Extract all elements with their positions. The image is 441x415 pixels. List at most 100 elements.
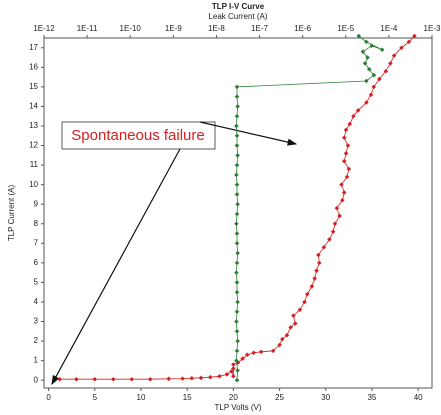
data-point xyxy=(368,92,374,97)
data-point xyxy=(312,276,317,281)
y-tick-label: 9 xyxy=(34,199,39,208)
data-point xyxy=(234,348,240,354)
data-point xyxy=(305,291,310,297)
y-tick-label: 10 xyxy=(29,180,38,189)
data-point xyxy=(231,362,236,367)
y-tick-label: 3 xyxy=(34,317,39,326)
data-point xyxy=(92,376,98,382)
data-point xyxy=(234,133,240,139)
data-point xyxy=(234,172,239,178)
data-point xyxy=(235,368,240,373)
x-tick-label: 10 xyxy=(137,393,146,402)
data-point xyxy=(388,61,393,66)
data-point xyxy=(251,350,256,356)
data-point xyxy=(234,309,240,315)
y-axis-label: TLP Current (A) xyxy=(7,185,16,242)
data-point xyxy=(235,201,240,207)
x-tick-label: 30 xyxy=(321,393,330,402)
data-point xyxy=(111,376,116,382)
y-tick-label: 12 xyxy=(29,141,38,150)
y-tick-label: 6 xyxy=(34,258,39,267)
data-point xyxy=(234,182,240,187)
y-tick-label: 0 xyxy=(34,375,39,384)
data-point xyxy=(369,43,374,49)
data-point xyxy=(291,313,296,318)
data-point xyxy=(258,349,264,355)
data-point xyxy=(234,270,239,275)
annotation-arrow xyxy=(51,148,181,386)
data-point xyxy=(234,358,239,363)
y-tick-label: 13 xyxy=(29,121,38,130)
x2-tick-label: 1E-9 xyxy=(165,24,182,33)
y-tick-label: 17 xyxy=(29,43,38,52)
x2-tick-label: 1E-12 xyxy=(33,24,55,33)
y-tick-label: 11 xyxy=(30,160,39,169)
data-point xyxy=(234,289,240,295)
data-point xyxy=(235,104,240,109)
data-point xyxy=(379,47,385,52)
x2-tick-label: 1E-5 xyxy=(337,24,354,33)
data-point xyxy=(129,376,135,382)
y-tick-label: 14 xyxy=(29,102,38,111)
data-point xyxy=(235,338,240,344)
data-point xyxy=(147,376,153,382)
y-tick-label: 2 xyxy=(34,336,39,345)
data-point xyxy=(234,94,240,99)
x2-axis-label: Leak Current (A) xyxy=(208,12,267,21)
data-point xyxy=(345,143,351,148)
x-tick-label: 15 xyxy=(183,393,192,402)
data-point xyxy=(57,376,62,382)
data-point xyxy=(270,348,276,354)
y-tick-label: 8 xyxy=(34,219,39,228)
data-point xyxy=(234,231,240,236)
data-point xyxy=(234,280,240,285)
data-point xyxy=(180,376,185,381)
data-point xyxy=(235,153,240,158)
y-tick-label: 7 xyxy=(34,238,39,247)
data-point xyxy=(234,319,239,324)
y-tick-label: 1 xyxy=(34,356,39,365)
x2-tick-label: 1E-4 xyxy=(380,24,397,33)
data-point xyxy=(316,252,321,258)
data-point xyxy=(321,244,327,250)
data-point xyxy=(330,229,336,234)
y-tick-label: 4 xyxy=(34,297,39,306)
data-point xyxy=(288,325,293,330)
data-point xyxy=(302,299,307,305)
data-point xyxy=(343,151,349,156)
data-point xyxy=(234,260,240,266)
x2-tick-label: 1E-10 xyxy=(120,24,142,33)
data-point xyxy=(332,221,338,227)
data-point xyxy=(234,143,240,148)
data-point xyxy=(234,84,240,90)
data-point xyxy=(317,260,322,266)
data-point xyxy=(198,375,204,381)
data-point xyxy=(234,329,240,334)
data-point xyxy=(244,352,250,358)
data-point xyxy=(224,372,230,377)
data-point xyxy=(293,321,298,326)
x-tick-label: 20 xyxy=(229,393,238,402)
data-point xyxy=(343,127,349,133)
data-point xyxy=(234,211,240,217)
data-point xyxy=(346,166,352,172)
data-point xyxy=(231,366,236,371)
x-tick-label: 25 xyxy=(275,393,284,402)
y-tick-label: 5 xyxy=(34,278,39,287)
x2-tick-label: 1E-6 xyxy=(294,24,311,33)
data-point xyxy=(234,241,240,246)
data-point xyxy=(235,250,240,256)
chart-title: TLP I-V Curve xyxy=(212,2,265,11)
data-point xyxy=(314,268,319,273)
data-point xyxy=(344,174,350,180)
data-point xyxy=(340,198,345,203)
x-axis-label: TLP Volts (V) xyxy=(215,403,262,412)
y-tick-label: 15 xyxy=(29,82,38,91)
x2-tick-label: 1E-3 xyxy=(424,24,441,33)
x2-tick-label: 1E-11 xyxy=(77,24,98,33)
data-point xyxy=(234,192,240,197)
data-point xyxy=(217,374,222,379)
annotation-box xyxy=(61,121,216,150)
data-point xyxy=(284,332,290,338)
